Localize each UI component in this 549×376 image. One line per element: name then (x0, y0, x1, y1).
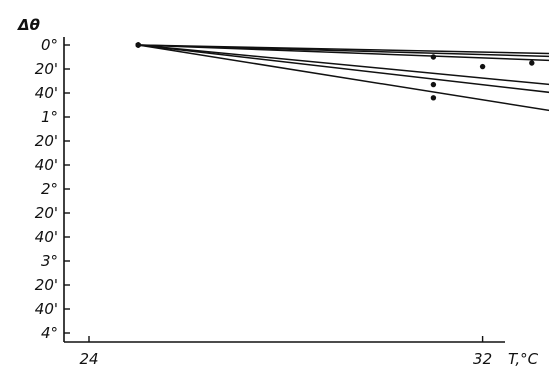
y-tick-label: 1° (41, 108, 58, 126)
y-tick-label: 2° (41, 180, 58, 198)
y-tick-label: 40' (35, 228, 58, 246)
data-point-dadp (529, 60, 535, 66)
y-tick-label: 40' (35, 84, 58, 102)
data-point-adp (430, 81, 437, 88)
x-axis-title: T,°C (508, 350, 539, 368)
data-point-rdp (479, 63, 486, 70)
data-points (135, 42, 535, 101)
series-line-rda (138, 44, 549, 112)
y-tick-label: 0° (41, 36, 58, 54)
series-line-dadp (138, 44, 549, 86)
data-point-kdp (430, 54, 437, 60)
y-tick-label: 20' (35, 132, 58, 150)
axes (63, 37, 505, 343)
y-tick-label: 40' (35, 300, 58, 318)
y-tick-label: 20' (35, 204, 58, 222)
x-tick-label: 24 (79, 350, 98, 368)
x-tick-label: 32 (473, 350, 492, 368)
y-tick-label: 3° (41, 252, 58, 270)
y-axis-title: Δθ (17, 16, 40, 34)
fit-lines (138, 44, 549, 112)
y-tick-label: 20' (35, 276, 58, 294)
y-tick-label: 4° (41, 324, 58, 342)
y-tick-label: 40' (35, 156, 58, 174)
y-tick-label: 20' (35, 60, 58, 78)
series-line-adp (138, 44, 549, 94)
data-point-rda (135, 42, 141, 48)
ticks: 2432404856647280880°20'40'1°20'40'2°20'4… (17, 16, 539, 368)
data-point-rda (430, 95, 437, 101)
